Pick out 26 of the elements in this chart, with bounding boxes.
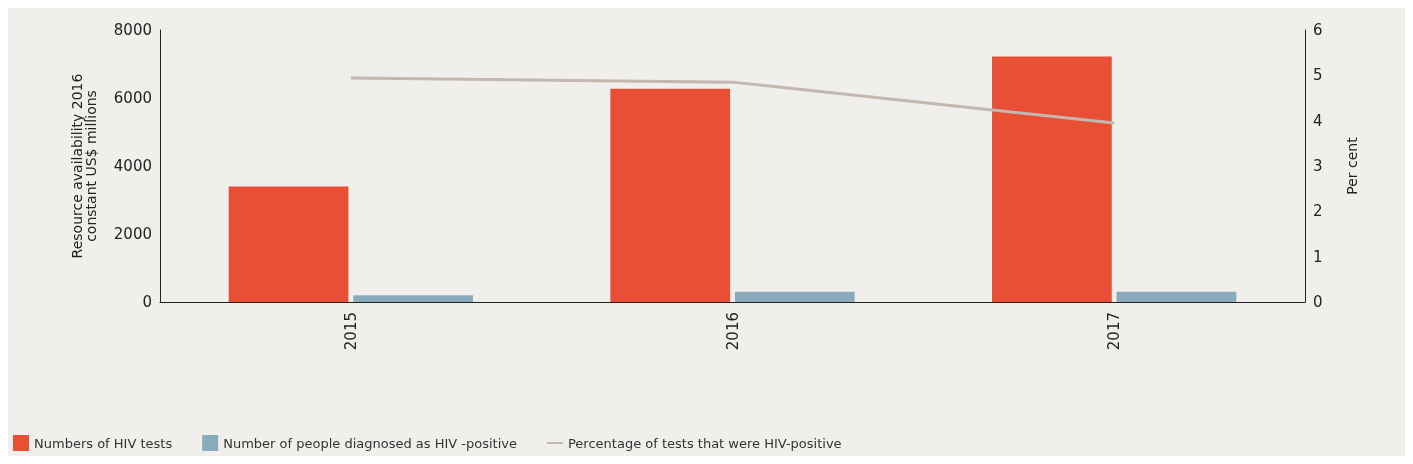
y-tick-label: 0 (142, 293, 152, 311)
x-tick-label: 2016 (723, 312, 742, 351)
legend-label: Number of people diagnosed as HIV -positive (223, 435, 518, 451)
y-axis-title: Resource availability 2016 constant US$ millions (69, 73, 99, 259)
bar (1116, 291, 1237, 302)
y2-tick-label: 5 (1313, 66, 1323, 85)
bar (992, 56, 1112, 302)
bar (353, 295, 473, 302)
y2-tick-label: 3 (1313, 157, 1323, 175)
y2-tick-label: 0 (1313, 293, 1323, 311)
legend-label: Numbers of HIV tests (34, 435, 173, 451)
y2-tick-label: 4 (1313, 111, 1323, 130)
bar (734, 291, 855, 302)
y-tick-label: 8000 (113, 21, 152, 39)
bar (610, 88, 731, 302)
bar (228, 186, 349, 302)
x-tick-label: 2015 (341, 312, 360, 351)
y-tick-label: 6000 (113, 89, 152, 107)
y2-axis-title: Per cent (1344, 136, 1360, 195)
y2-tick-label: 6 (1313, 21, 1323, 39)
legend-label: Percentage of tests that were HIV-positive (568, 435, 842, 451)
y-tick-label: 2000 (113, 225, 152, 243)
y2-tick-label: 1 (1313, 247, 1323, 266)
y2-tick-label: 2 (1313, 202, 1323, 221)
x-tick-label: 2017 (1105, 312, 1124, 351)
y-tick-label: 4000 (113, 157, 152, 175)
